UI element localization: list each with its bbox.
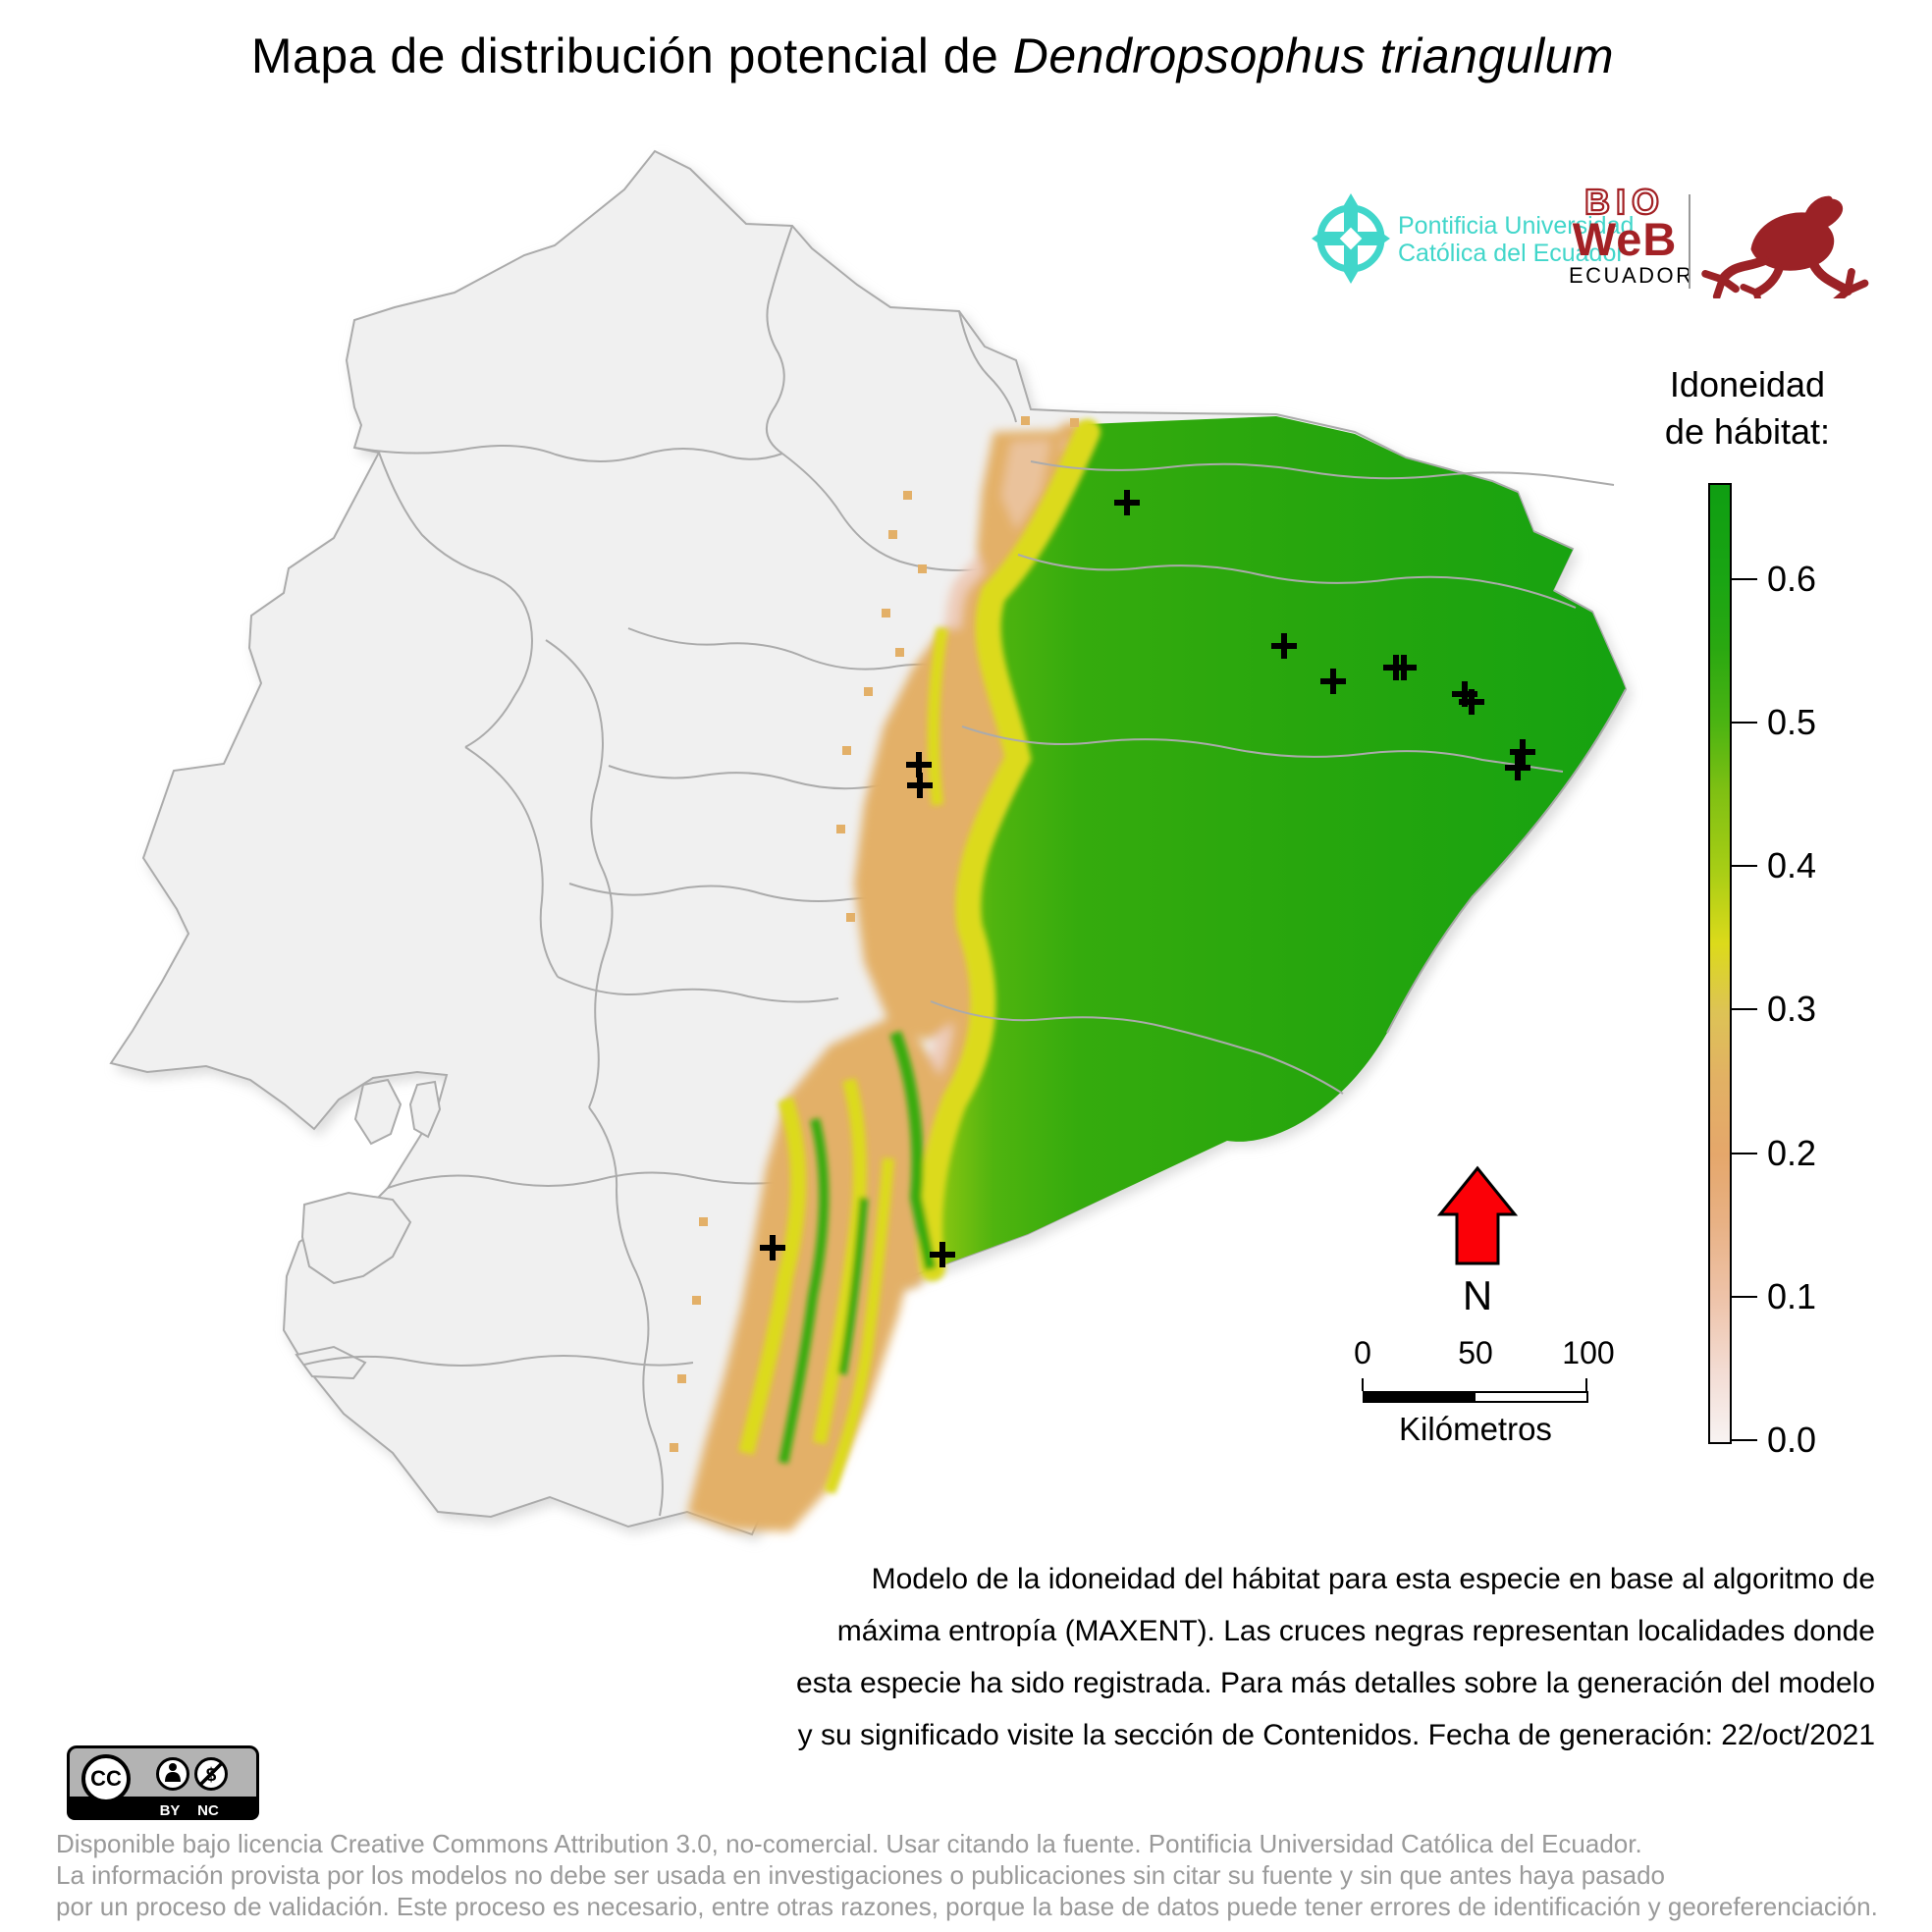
puce-logo-icon xyxy=(1312,193,1390,284)
legend-tick xyxy=(1732,1152,1757,1154)
province-boundaries-east xyxy=(930,460,1627,1095)
scalebar-label-100: 100 xyxy=(1562,1335,1615,1370)
gulf-islands xyxy=(295,1078,442,1380)
legend-tick-label: 0.5 xyxy=(1767,701,1817,742)
scalebar-label-0: 0 xyxy=(1354,1335,1371,1370)
raster-speckles xyxy=(670,416,1079,1452)
legend-tick xyxy=(1732,577,1757,580)
svg-text:BIO: BIO xyxy=(1584,187,1665,220)
bioweb-logo: BIO WeB ECUADOR xyxy=(1569,187,1694,289)
description-line4: y su significado visite la sección de Co… xyxy=(797,1719,1875,1751)
bioweb-ecuador-text: ECUADOR xyxy=(1569,263,1694,288)
legend-tick-label: 0.0 xyxy=(1767,1420,1817,1460)
frog-icon xyxy=(1701,195,1869,298)
legend-title: Idoneidad de hábitat: xyxy=(1610,361,1885,456)
description-line2: máxima entropía (MAXENT). Las cruces neg… xyxy=(836,1615,1875,1647)
record-cross xyxy=(1114,490,1140,515)
footer-line2: La información provista por los modelos … xyxy=(56,1860,1666,1890)
scalebar xyxy=(1363,1391,1588,1403)
legend-tick xyxy=(1732,1439,1757,1441)
legend-tick xyxy=(1732,1008,1757,1011)
cc-by-label: BY xyxy=(159,1802,181,1819)
puce-line2: Católica del Ecuador xyxy=(1398,240,1625,267)
legend-tick-label: 0.2 xyxy=(1767,1132,1817,1173)
scalebar-unit: Kilómetros xyxy=(1399,1411,1552,1447)
record-cross xyxy=(1459,689,1484,715)
title-species: Dendropsophus triangulum xyxy=(1012,28,1615,83)
page-title: Mapa de distribución potencial de Dendro… xyxy=(0,27,1865,84)
legend-colorbar xyxy=(1708,483,1732,1444)
bioweb-bio-text: BIO xyxy=(1583,187,1665,220)
footer-line3: por un proceso de validación. Este proce… xyxy=(56,1892,1878,1921)
cc-license-badge: BY NC CC $ xyxy=(67,1745,259,1820)
raster-green-amazon xyxy=(923,416,1626,1269)
legend-tick-label: 0.3 xyxy=(1767,989,1817,1030)
description-line1: Modelo de la idoneidad del hábitat para … xyxy=(871,1563,1875,1595)
model-description: Modelo de la idoneidad del hábitat para … xyxy=(648,1553,1875,1761)
license-footer: Disponible bajo licencia Creative Common… xyxy=(56,1828,1878,1922)
record-cross xyxy=(1391,655,1417,680)
puce-logo-text: Pontificia Universidad Católica del Ecua… xyxy=(1398,212,1634,267)
title-prefix: Mapa de distribución potencial de xyxy=(250,28,1013,83)
scalebar-tick-left xyxy=(1362,1378,1364,1391)
north-label: N xyxy=(1462,1272,1493,1318)
cc-nc-label: NC xyxy=(197,1802,219,1819)
legend-tick xyxy=(1732,721,1757,724)
record-cross xyxy=(930,1242,955,1267)
bioweb-web-text: WeB xyxy=(1572,213,1678,265)
legend-tick-label: 0.1 xyxy=(1767,1275,1817,1316)
record-cross xyxy=(1505,755,1530,780)
footer-line1: Disponible bajo licencia Creative Common… xyxy=(56,1829,1642,1858)
record-crosses xyxy=(760,490,1535,1267)
cc-icon: CC xyxy=(81,1754,131,1803)
legend-tick xyxy=(1732,865,1757,867)
legend-title-line2: de hábitat: xyxy=(1664,411,1831,452)
bioweb-divider xyxy=(1689,194,1690,289)
description-line3: esta especie ha sido registrada. Para má… xyxy=(796,1667,1875,1699)
cc-nc-dollar-icon: $ xyxy=(194,1757,228,1791)
suitability-raster xyxy=(670,416,1626,1531)
record-cross xyxy=(760,1235,785,1261)
record-cross xyxy=(1320,669,1346,694)
puce-line1: Pontificia Universidad xyxy=(1398,212,1635,240)
cc-by-person-icon xyxy=(156,1757,189,1791)
scalebar-filled-half xyxy=(1365,1393,1476,1401)
legend-tick xyxy=(1732,1295,1757,1298)
legend-tick-label: 0.6 xyxy=(1767,558,1817,599)
record-cross xyxy=(907,773,933,798)
legend-title-line1: Idoneidad xyxy=(1669,364,1826,404)
scalebar-tick-right xyxy=(1585,1378,1587,1391)
legend-tick-label: 0.4 xyxy=(1767,845,1817,886)
scalebar-label-50: 50 xyxy=(1458,1335,1493,1370)
north-arrow-icon xyxy=(1436,1165,1519,1265)
record-cross xyxy=(1271,633,1297,659)
record-cross xyxy=(1510,739,1535,765)
